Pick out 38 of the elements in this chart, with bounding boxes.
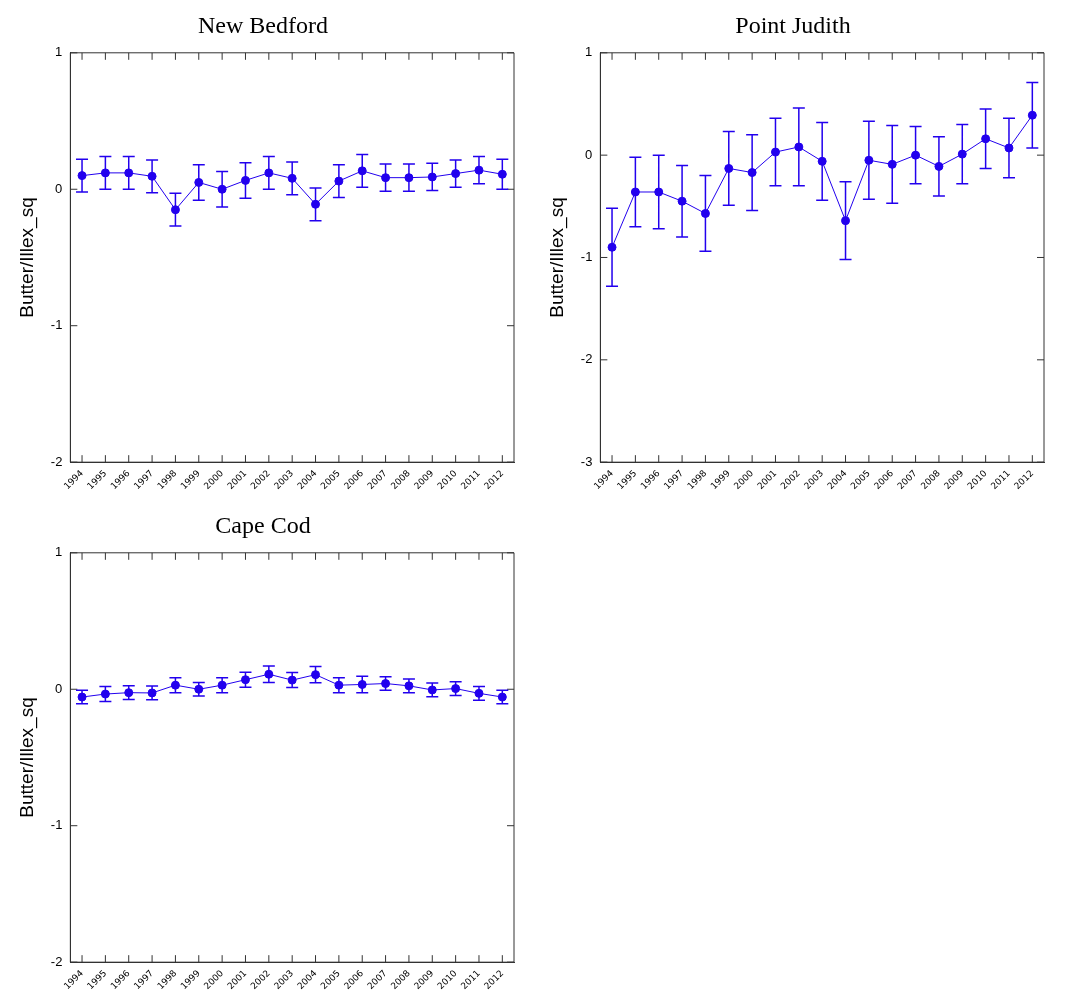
y-tick-label: -2	[580, 351, 593, 367]
y-tick-label: -3	[580, 453, 593, 469]
point	[427, 172, 437, 182]
chart-title: New Bedford	[198, 11, 328, 38]
point	[841, 216, 851, 226]
point	[170, 205, 180, 215]
point	[654, 187, 664, 197]
point	[451, 169, 461, 179]
point	[240, 175, 250, 185]
point	[311, 199, 321, 209]
y-axis-title: Butter/Illex_sq	[15, 697, 38, 818]
chart-title: Point Judith	[735, 11, 851, 38]
point	[497, 169, 507, 179]
y-tick-label: -1	[580, 249, 593, 265]
y-tick-label: -2	[50, 453, 63, 469]
y-tick-label: 0	[585, 146, 593, 162]
point	[170, 680, 180, 690]
y-tick-label: -1	[50, 817, 63, 833]
y-tick-label: -2	[50, 953, 63, 969]
y-tick-label: 1	[585, 44, 593, 60]
point	[381, 173, 391, 183]
point	[381, 679, 391, 689]
y-axis-title: Butter/Illex_sq	[545, 197, 568, 318]
point	[957, 149, 967, 159]
y-tick-label: 0	[55, 180, 63, 196]
point	[1027, 110, 1037, 120]
point	[700, 208, 710, 218]
point	[100, 168, 110, 178]
y-tick-label: -1	[50, 317, 63, 333]
chart-title: Cape Cod	[215, 511, 311, 538]
point	[124, 168, 134, 178]
point	[240, 675, 250, 685]
y-tick-label: 1	[55, 544, 63, 560]
point	[981, 134, 991, 144]
y-axis-title: Butter/Illex_sq	[15, 197, 38, 318]
point	[311, 670, 321, 680]
y-tick-label: 1	[55, 44, 63, 60]
y-tick-label: 0	[55, 680, 63, 696]
